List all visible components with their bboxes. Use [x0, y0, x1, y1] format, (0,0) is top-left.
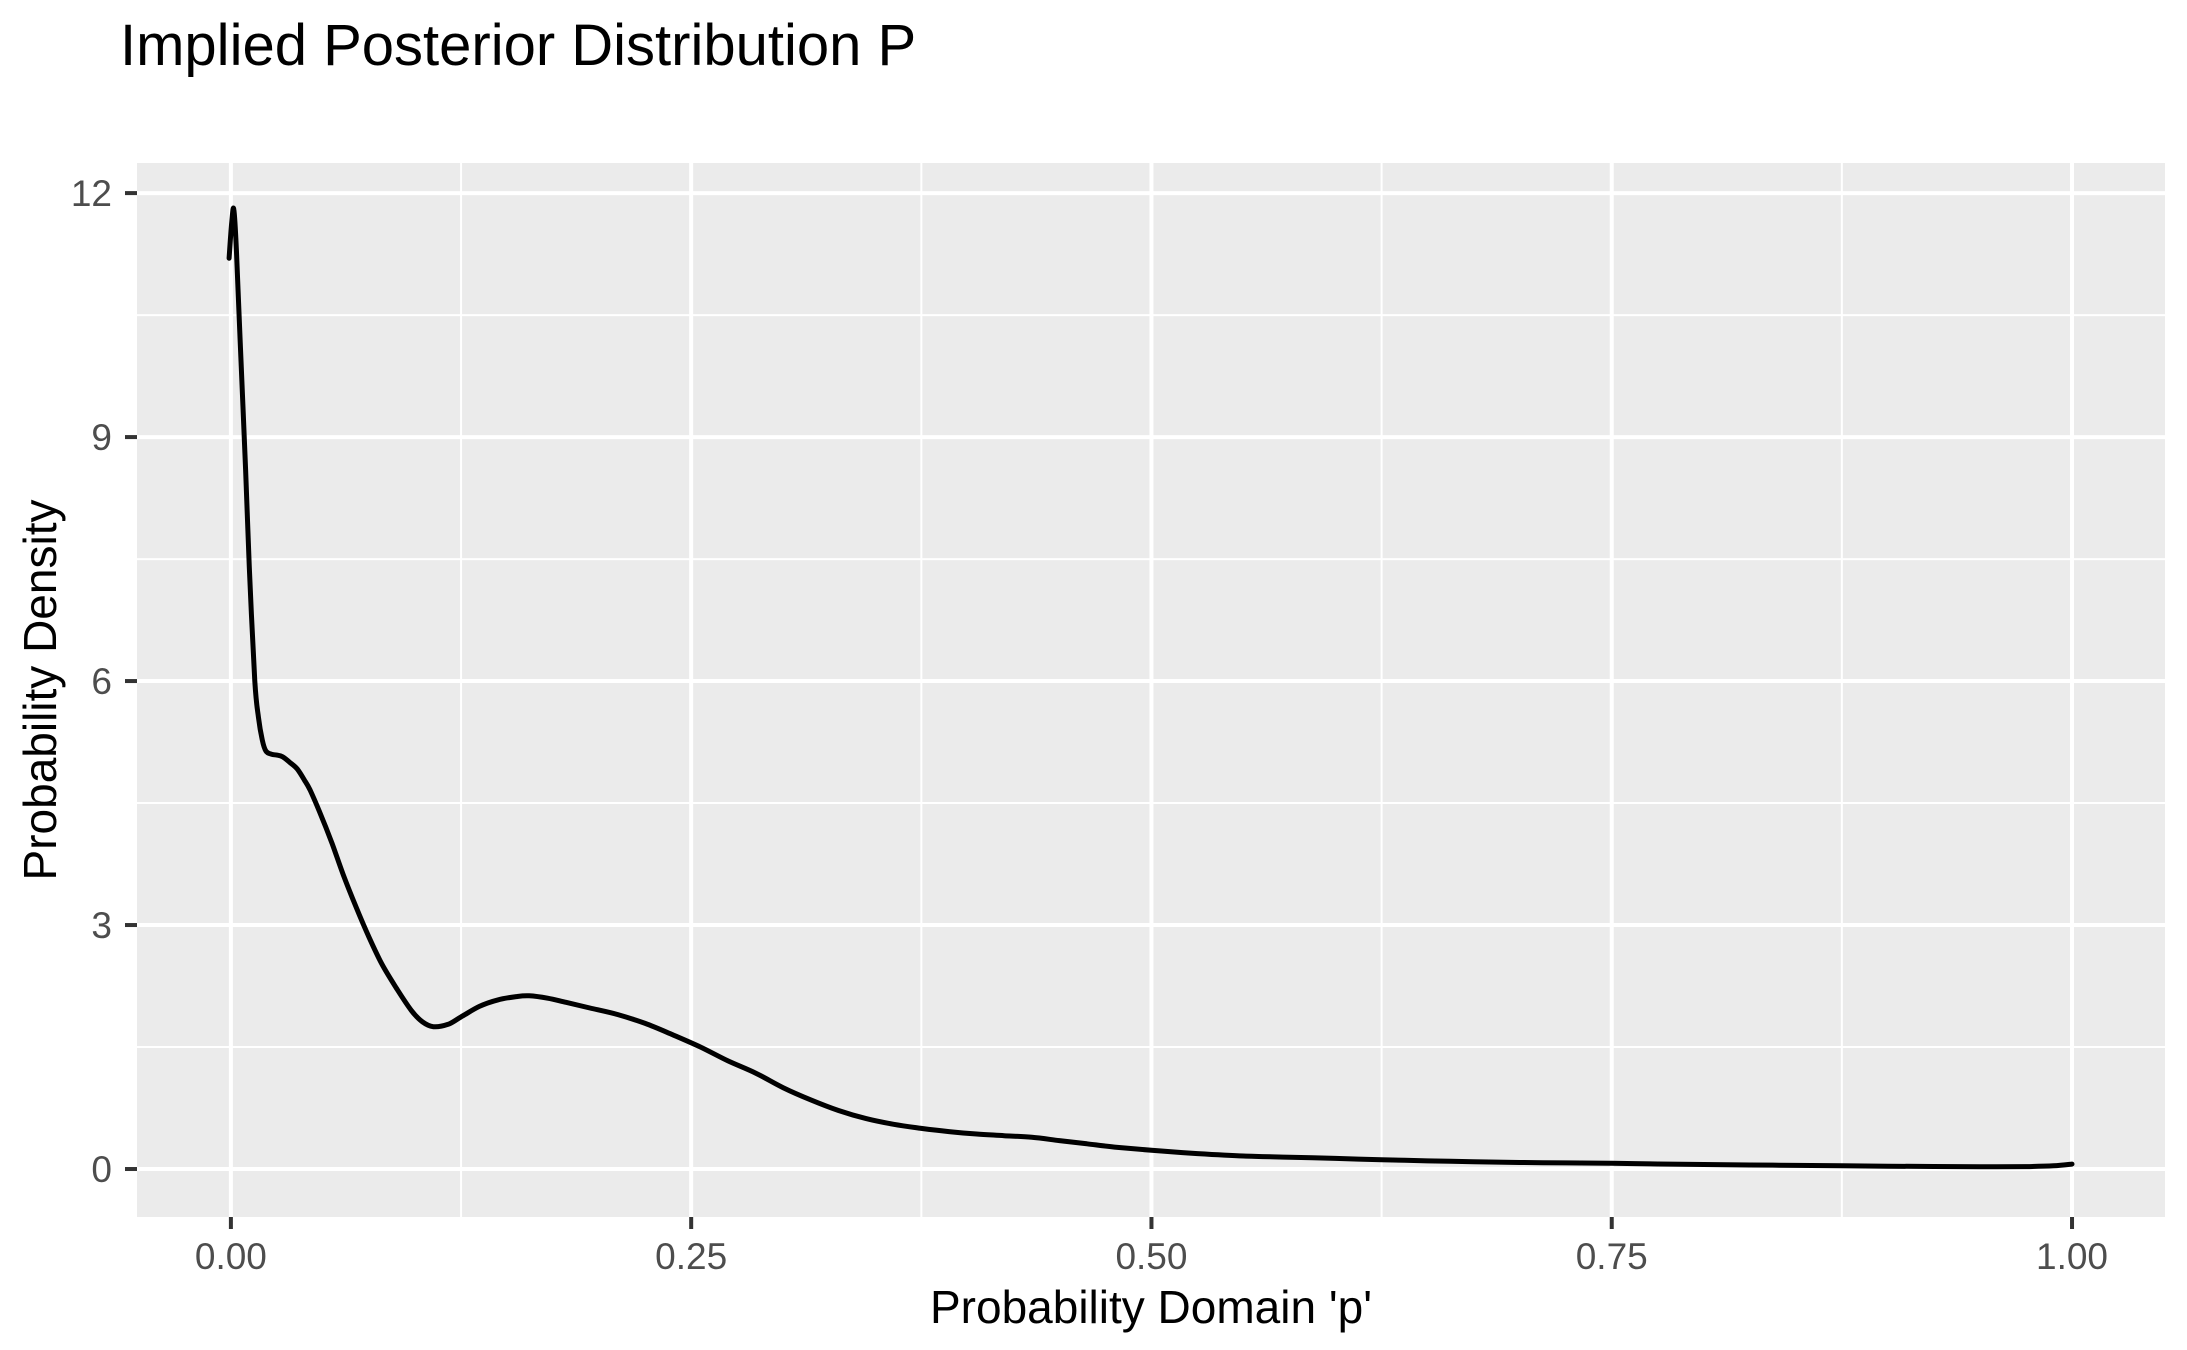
- y-tick-label: 9: [91, 417, 112, 458]
- y-tick-label: 0: [91, 1149, 112, 1190]
- x-axis-title: Probability Domain 'p': [930, 1281, 1372, 1333]
- x-tick-label: 1.00: [2036, 1236, 2108, 1277]
- x-tick-label: 0.75: [1576, 1236, 1648, 1277]
- plot-title: Implied Posterior Distribution P: [120, 13, 917, 78]
- y-tick-label: 6: [91, 661, 112, 702]
- x-tick-label: 0.50: [1115, 1236, 1187, 1277]
- y-tick-label: 12: [71, 173, 112, 214]
- y-tick-label: 3: [91, 905, 112, 946]
- density-curve: [226, 205, 2075, 1170]
- x-tick-label: 0.25: [655, 1236, 727, 1277]
- x-tick-label: 0.00: [195, 1236, 267, 1277]
